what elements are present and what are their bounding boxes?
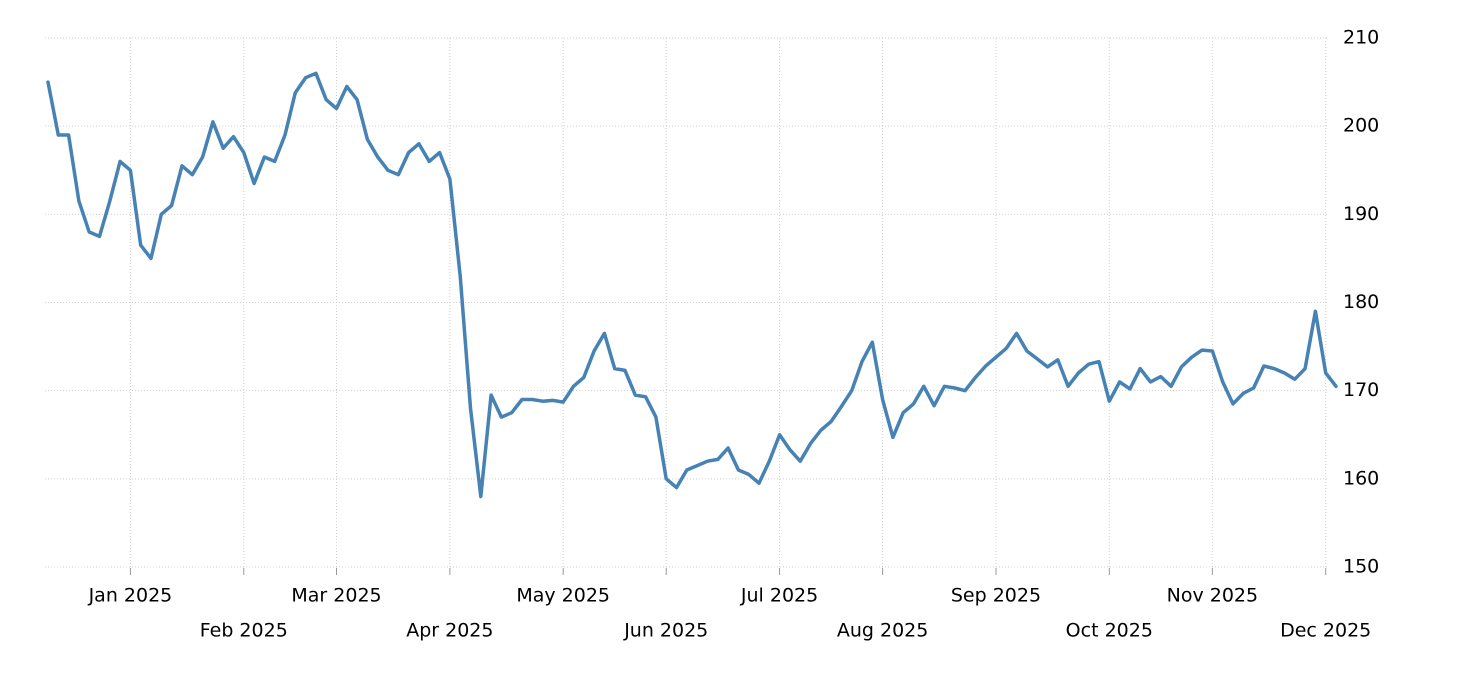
x-tick-label: May 2025 (516, 585, 610, 607)
x-tick-label: Jun 2025 (623, 620, 708, 642)
x-tick-label: Oct 2025 (1066, 620, 1153, 642)
y-tick-label: 160 (1343, 467, 1379, 489)
x-tick-label: Aug 2025 (837, 620, 929, 642)
y-tick-label: 210 (1343, 27, 1379, 49)
y-tick-label: 180 (1343, 291, 1379, 313)
x-tick-label: Apr 2025 (406, 620, 493, 642)
x-tick-label: Jul 2025 (740, 585, 818, 607)
x-tick-label: Feb 2025 (200, 620, 288, 642)
y-tick-label: 150 (1343, 556, 1379, 578)
x-tick-label: Dec 2025 (1280, 620, 1371, 642)
x-tick-label: Jan 2025 (88, 585, 173, 607)
x-tick-label: Sep 2025 (951, 585, 1041, 607)
x-tick-label: Mar 2025 (291, 585, 381, 607)
y-tick-label: 170 (1343, 379, 1379, 401)
x-tick-label: Nov 2025 (1167, 585, 1258, 607)
y-tick-label: 200 (1343, 115, 1379, 137)
y-tick-label: 190 (1343, 203, 1379, 225)
line (46, 71, 1338, 499)
